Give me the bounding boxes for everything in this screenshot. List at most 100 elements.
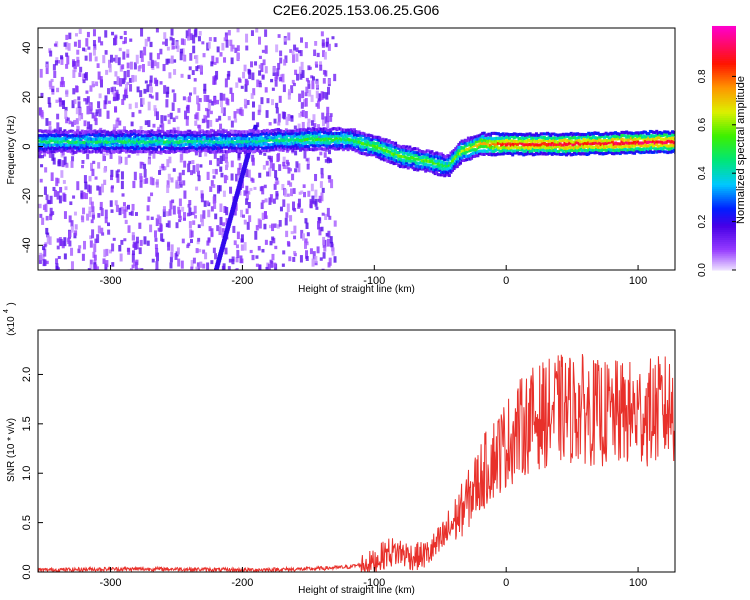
ridge-mark — [166, 146, 170, 150]
ridge-mark — [628, 137, 632, 141]
ridge-mark — [41, 134, 45, 138]
ridge-mark — [126, 133, 130, 137]
noise-mark — [307, 190, 311, 197]
ridge-mark — [83, 141, 87, 145]
colorbar-segment — [712, 211, 736, 214]
noise-mark — [126, 69, 130, 78]
noise-mark — [157, 227, 161, 232]
noise-mark — [316, 100, 320, 109]
ridge-mark — [476, 139, 480, 143]
ridge-mark — [411, 156, 415, 160]
noise-mark — [178, 219, 182, 223]
ridge-mark — [466, 142, 470, 146]
noise-mark — [256, 79, 260, 88]
ridge-mark — [112, 136, 116, 140]
ridge-mark — [667, 139, 671, 143]
noise-mark — [206, 200, 210, 205]
ridge-mark — [308, 143, 312, 147]
ridge-mark — [381, 151, 385, 155]
ridge-mark — [362, 145, 366, 149]
noise-mark — [81, 216, 85, 223]
noise-mark — [230, 57, 234, 65]
ridge-mark — [441, 164, 445, 168]
ridge-mark — [72, 138, 76, 142]
ridge-mark — [457, 155, 461, 159]
ridge-mark — [376, 141, 380, 145]
colorbar-segment — [712, 227, 736, 230]
ridge-mark — [452, 164, 456, 168]
noise-mark — [182, 39, 186, 46]
colorbar-segment — [712, 198, 736, 202]
ridge-mark — [348, 144, 352, 148]
ridge-mark — [634, 134, 638, 138]
ridge-mark — [215, 147, 219, 151]
ridge-mark — [72, 145, 76, 149]
ridge-mark — [267, 149, 271, 153]
ridge-mark — [220, 149, 223, 153]
ridge-mark — [424, 169, 428, 173]
ridge-mark — [256, 148, 260, 152]
ridge-mark — [177, 136, 181, 140]
colorbar-tick-label: 0.8 — [697, 69, 708, 83]
ridge-mark — [310, 133, 314, 137]
ridge-mark — [504, 138, 508, 142]
ridge-mark — [129, 132, 133, 136]
noise-mark — [156, 62, 160, 69]
noise-mark — [255, 225, 259, 231]
ridge-mark — [424, 166, 428, 170]
colorbar-segment — [712, 143, 736, 147]
ridge-mark — [231, 137, 235, 141]
noise-mark — [306, 232, 310, 237]
noise-mark — [155, 261, 159, 270]
ridge-mark — [213, 136, 217, 140]
ridge-mark — [609, 143, 613, 147]
noise-mark — [271, 87, 275, 91]
ridge-mark — [500, 137, 504, 141]
ridge-mark — [538, 152, 542, 156]
ridge-mark — [259, 145, 263, 149]
ridge-mark — [259, 143, 263, 147]
ridge-mark — [273, 144, 277, 148]
noise-mark — [276, 224, 280, 229]
ridge-mark — [213, 150, 217, 154]
ridge-mark — [672, 148, 675, 152]
colorbar-segment — [712, 190, 736, 194]
ridge-mark — [653, 149, 657, 153]
noise-mark — [110, 174, 114, 181]
ridge-mark — [558, 138, 562, 142]
ridge-mark — [587, 131, 591, 135]
ridge-mark — [41, 143, 45, 147]
ridge-mark — [82, 147, 86, 151]
ridge-mark — [314, 135, 318, 139]
ridge-mark — [349, 138, 353, 142]
ridge-mark — [534, 132, 538, 136]
ridge-mark — [422, 150, 426, 154]
ridge-mark — [631, 148, 635, 152]
ridge-mark — [512, 139, 516, 143]
noise-mark — [134, 102, 138, 109]
noise-mark — [320, 167, 324, 175]
ridge-mark — [113, 143, 117, 147]
ridge-mark — [663, 130, 667, 134]
ridge-mark — [454, 165, 458, 169]
noise-mark — [197, 124, 201, 129]
ridge-mark — [278, 148, 282, 152]
colorbar-segment — [712, 176, 736, 179]
ridge-mark — [561, 139, 565, 143]
ridge-mark — [495, 147, 499, 151]
ridge-mark — [132, 150, 136, 154]
noise-mark — [299, 50, 303, 57]
ridge-mark — [63, 129, 67, 133]
ridge-mark — [517, 137, 521, 141]
noise-mark — [107, 100, 111, 104]
ridge-mark — [155, 133, 159, 137]
ridge-mark — [498, 139, 502, 143]
ridge-mark — [621, 133, 625, 137]
ridge-mark — [248, 142, 252, 146]
ridge-mark — [104, 133, 108, 137]
noise-mark — [82, 79, 86, 84]
ridge-mark — [288, 134, 292, 138]
ridge-mark — [159, 147, 163, 151]
ridge-mark — [458, 148, 462, 152]
ridge-mark — [414, 166, 418, 170]
